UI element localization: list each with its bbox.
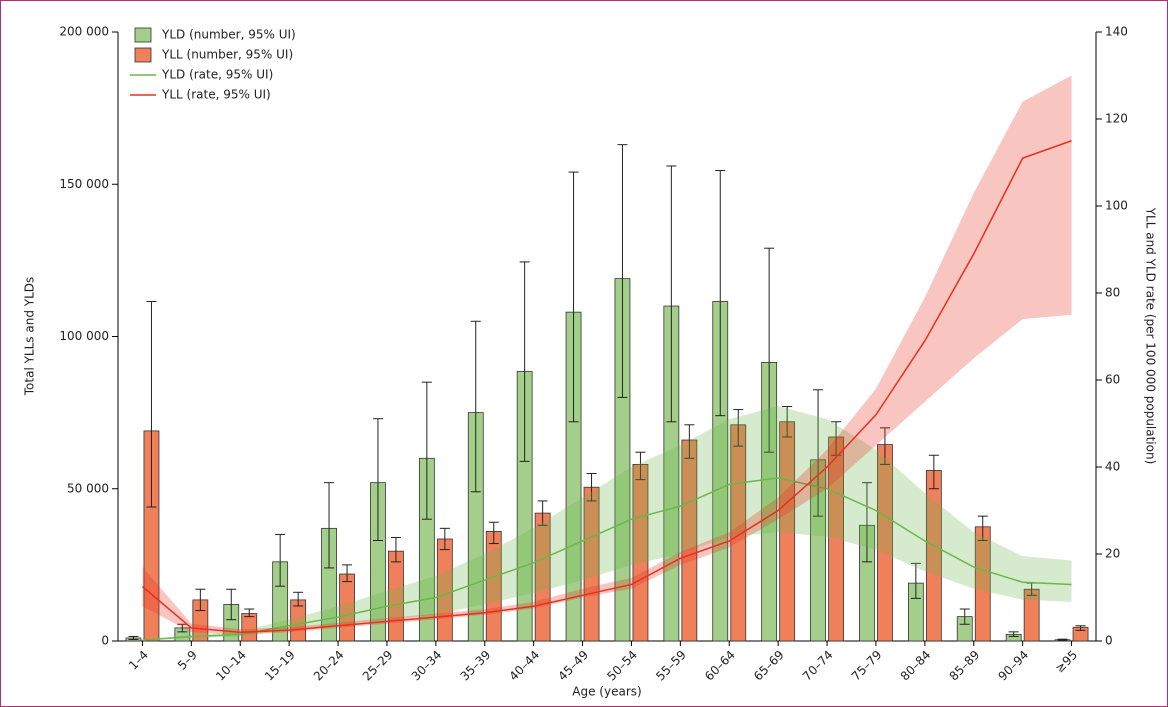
x-tick-label: 80–84 [898,648,934,684]
x-tick-label: 55–59 [653,648,689,684]
x-tick-label: ≥95 [1052,648,1080,676]
x-tick-label: 5–9 [175,648,200,673]
legend-swatch [134,47,152,63]
y2-axis-title: YLL and YLD rate (per 100 000 population… [1144,207,1158,465]
x-tick-label: 50–54 [604,648,640,684]
y2-tick-label: 100 [1105,199,1128,213]
rate-line [142,477,1072,641]
x-axis-title: Age (years) [572,685,641,699]
y2-tick-label: 80 [1105,286,1120,300]
legend-label: YLD (rate, 95% UI) [161,68,273,82]
x-tick-label: 1–4 [126,648,151,673]
legend-label: YLL (number, 95% UI) [161,48,293,62]
ui-band [142,406,1072,641]
legend-label: YLD (number, 95% UI) [161,28,296,42]
x-tick-label: 35–39 [458,648,494,684]
y2-tick-label: 60 [1105,373,1120,387]
y-tick-label: 200 000 [59,25,109,39]
x-tick-label: 20–24 [311,648,347,684]
y2-tick-label: 40 [1105,460,1120,474]
x-tick-label: 75–79 [849,648,885,684]
y-tick-label: 150 000 [59,177,109,191]
legend-label: YLL (rate, 95% UI) [161,88,271,102]
x-tick-label: 40–44 [507,648,543,684]
legend-swatch [134,27,152,43]
x-tick-label: 85–89 [947,648,983,684]
x-tick-label: 45–49 [555,648,591,684]
y2-tick-label: 120 [1105,112,1128,126]
x-tick-label: 25–29 [360,648,396,684]
rate-line [141,140,1072,634]
y2-tick-label: 20 [1105,547,1120,561]
y-tick-label: 0 [101,634,109,648]
y2-tick-label: 140 [1105,25,1128,39]
x-tick-label: 15–19 [262,648,298,684]
x-tick-label: 65–69 [751,648,787,684]
y-axis-title: Total YLLs and YLDs [23,277,37,397]
x-tick-label: 30–34 [409,648,445,684]
y2-tick-label: 0 [1105,634,1113,648]
x-tick-label: 90–94 [996,648,1032,684]
y-tick-label: 100 000 [59,329,109,343]
x-tick-label: 60–64 [702,648,738,684]
x-tick-label: 70–74 [800,648,836,684]
bar [241,613,258,642]
x-tick-label: 10–14 [213,648,249,684]
y-tick-label: 50 000 [67,481,109,495]
